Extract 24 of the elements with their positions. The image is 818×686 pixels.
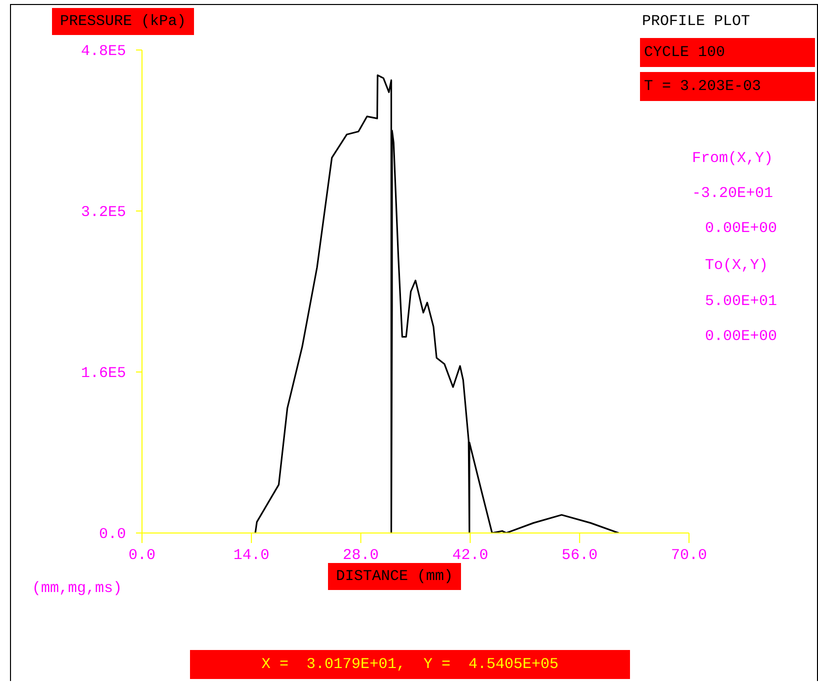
- x-tick-label: 28.0: [342, 547, 379, 564]
- label-box: T = 3.203E-03: [640, 72, 815, 101]
- x-tick-label: 14.0: [233, 547, 270, 564]
- label-box: X = 3.0179E+01, Y = 4.5405E+05: [190, 650, 630, 679]
- chart-title: PROFILE PLOT: [642, 13, 750, 30]
- text: To(X,Y): [705, 257, 768, 274]
- line-series: [254, 74, 620, 533]
- label-box: CYCLE 100: [640, 38, 815, 67]
- label-box: DISTANCE (mm): [328, 563, 462, 590]
- text: -3.20E+01: [692, 185, 774, 202]
- x-tick-label: 0.0: [128, 547, 156, 564]
- y-tick-label: 1.6E5: [80, 365, 126, 382]
- text: (mm,mg,ms): [32, 580, 122, 597]
- y-tick-label: 3.2E5: [80, 204, 126, 221]
- y-tick-label: 4.8E5: [80, 43, 126, 60]
- text: 5.00E+01: [705, 293, 778, 310]
- x-tick-label: 56.0: [562, 547, 598, 564]
- y-tick-label: 0.0: [98, 526, 126, 543]
- text: 0.00E+00: [705, 220, 778, 237]
- text: 0.00E+00: [705, 328, 778, 345]
- label-box: PRESSURE (kPa): [52, 8, 194, 35]
- x-tick-label: 42.0: [452, 547, 488, 564]
- x-tick-label: 70.0: [670, 547, 708, 564]
- text: From(X,Y): [692, 150, 774, 167]
